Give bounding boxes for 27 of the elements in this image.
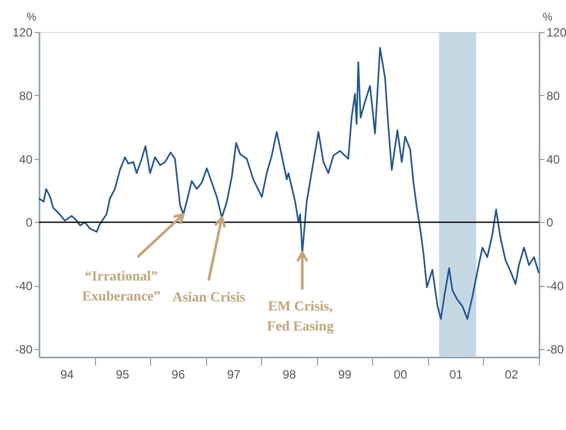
x-tick-label: 02 [504,368,519,382]
y2-tick-label: -40 [546,279,564,294]
y-tick-label: -80 [15,342,33,357]
y-tick-label: 80 [19,88,33,103]
y2-tick-label: 40 [546,152,560,166]
y-tick-label: 0 [26,216,33,230]
y2-axis-title: % [542,12,553,24]
y2-tick-label: 0 [546,216,554,230]
x-tick-label: 95 [116,368,130,382]
y2-tick-label: -80 [546,342,564,357]
y-tick-label: 40 [19,152,33,166]
annotation: EM Crisis, Fed Easing [267,299,334,334]
annotation: “Irrational” Exuberance” [82,269,161,304]
y-tick-label: 120 [12,26,33,40]
annotation: Asian Crisis [172,290,246,306]
line-series [38,47,540,320]
x-tick-label: 98 [282,368,296,382]
y2-tick-label: 120 [546,26,566,40]
x-tick-label: 96 [172,368,186,382]
x-tick-label: 94 [60,368,74,382]
x-tick-label: 00 [394,368,408,382]
y-axis-title: % [26,12,37,24]
x-tick-label: 97 [227,368,241,382]
x-tick-label: 01 [449,368,463,382]
y-tick-label: -40 [15,279,33,294]
x-tick-label: 99 [338,368,352,382]
y2-tick-label: 80 [546,88,560,103]
